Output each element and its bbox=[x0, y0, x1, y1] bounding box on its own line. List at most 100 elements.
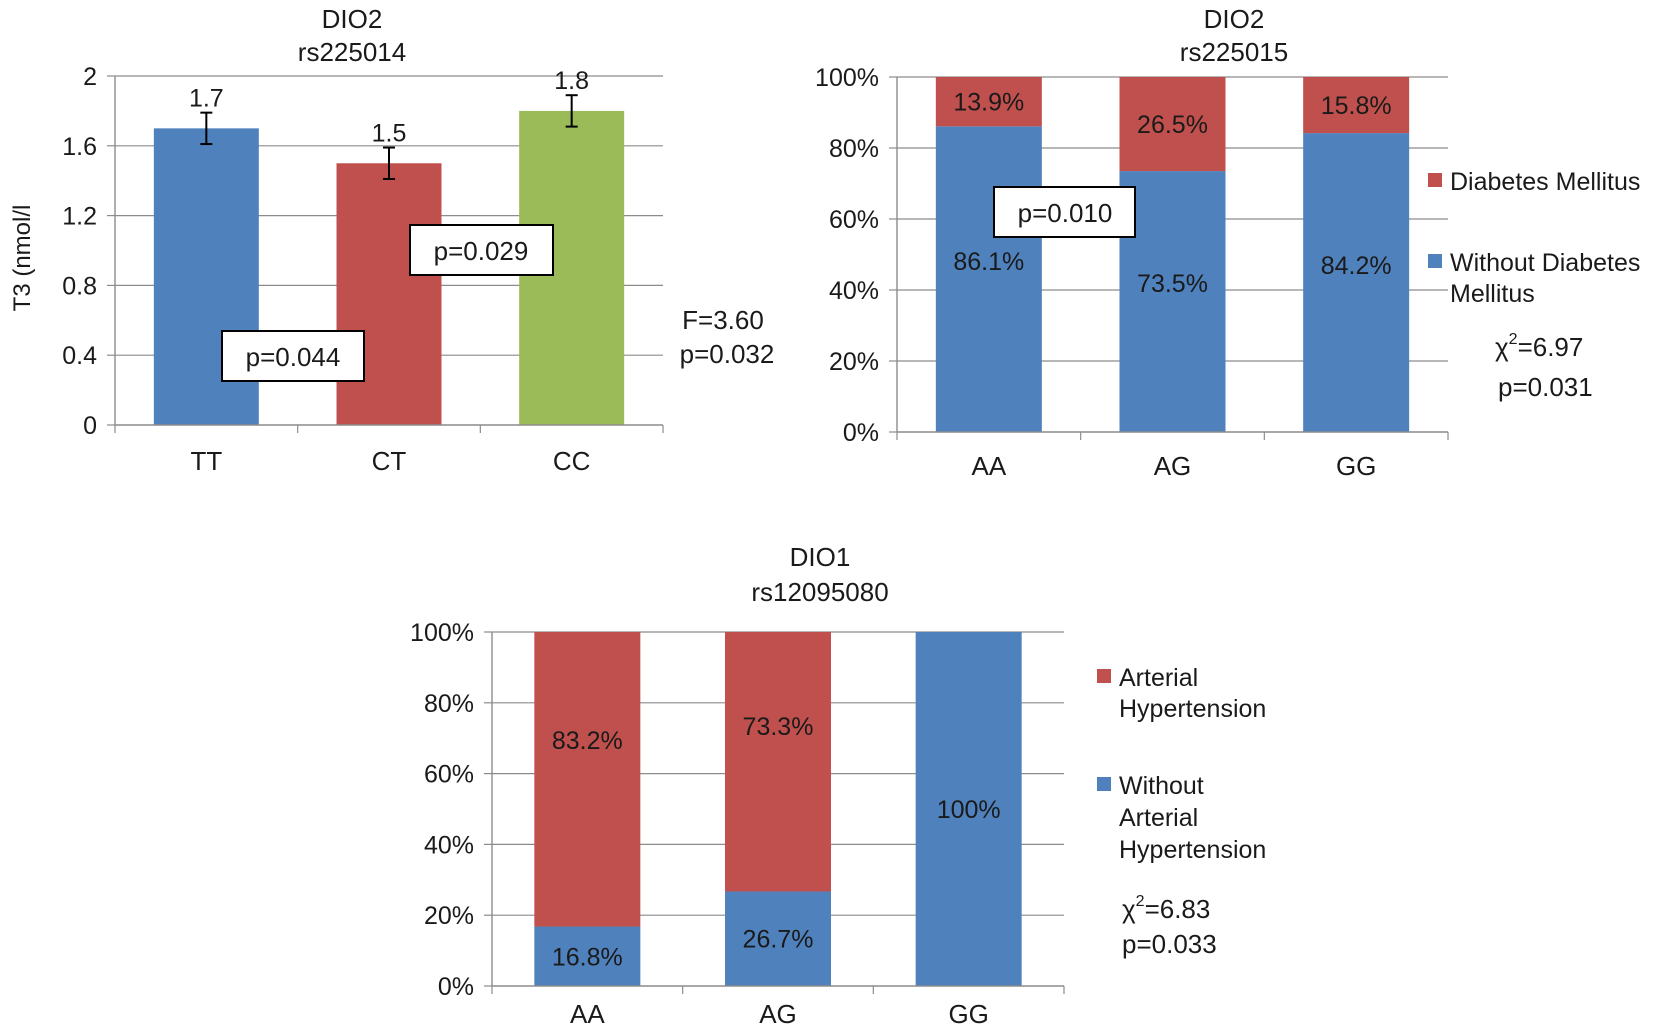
y-tick-label: 20% bbox=[829, 348, 879, 376]
y-tick-label: 100% bbox=[410, 619, 474, 647]
segment-label-aa: 13.9% bbox=[953, 89, 1024, 117]
chart-a-value-labels: 1.7 1.5 1.8 bbox=[189, 67, 589, 147]
chart-c-bars bbox=[534, 632, 1022, 986]
chart-b-axes bbox=[889, 76, 1449, 440]
chart-a-category-labels: TT CT CC bbox=[190, 446, 590, 476]
chart-b-segment-labels: 86.1% 13.9% 73.5% 26.5% 84.2% 15.8% bbox=[953, 89, 1391, 298]
category-label-ag: AG bbox=[1154, 451, 1192, 481]
chart-dio1-rs12095080: DIO1 rs12095080 0% 20% 40% 60% 80% 100% 16.8%… bbox=[410, 542, 1266, 1029]
legend-label-diabetes: Diabetes Mellitus bbox=[1450, 168, 1640, 196]
chart-b-y-tick-labels: 0% 20% 40% 60% 80% 100% bbox=[815, 64, 879, 447]
bar-segment-aa-with bbox=[935, 77, 1042, 127]
y-tick-label: 100% bbox=[815, 64, 879, 92]
segment-label-ag: 26.5% bbox=[1137, 111, 1208, 139]
legend-label-hypertension-line2: Hypertension bbox=[1119, 695, 1266, 723]
category-label-aa: AA bbox=[570, 999, 605, 1029]
bar-segment-gg-without bbox=[915, 632, 1022, 986]
p-value-box-frame bbox=[409, 224, 554, 276]
chart-c-category-labels: AA AG GG bbox=[570, 999, 989, 1029]
bar-segment-gg-without bbox=[1303, 133, 1410, 432]
segment-label-gg: 100% bbox=[937, 796, 1001, 824]
chart-a-subtitle: rs225014 bbox=[298, 37, 406, 67]
y-tick-label: 60% bbox=[424, 761, 474, 789]
category-label-gg: GG bbox=[948, 999, 988, 1029]
p-value-box-frame bbox=[993, 186, 1136, 238]
chart-b-title: DIO2 bbox=[1204, 4, 1265, 34]
legend-swatch-without-hypertension bbox=[1097, 777, 1111, 791]
y-tick-label: 0% bbox=[438, 973, 474, 1001]
anova-p-value: p=0.032 bbox=[680, 339, 775, 369]
value-label-cc: 1.8 bbox=[554, 67, 589, 95]
chart-a-axes bbox=[107, 75, 664, 433]
bar-segment-ag-with bbox=[725, 632, 831, 892]
chi-square-statistic: χ2=6.97 bbox=[1495, 331, 1583, 362]
chi-superscript: 2 bbox=[1509, 331, 1518, 348]
y-tick-label: 40% bbox=[424, 831, 474, 859]
category-label-ag: AG bbox=[759, 999, 797, 1029]
value-label-ct: 1.5 bbox=[372, 120, 407, 148]
segment-label-ag: 73.5% bbox=[1137, 270, 1208, 298]
chart-a-y-tick-labels: 0 0.4 0.8 1.2 1.6 2 bbox=[62, 63, 97, 440]
chart-c-legend: Arterial Hypertension Without Arterial H… bbox=[1097, 664, 1266, 864]
chart-dio2-rs225014: DIO2 rs225014 T3 (nmol/l 00.40.81.21.62 … bbox=[9, 4, 774, 476]
segment-label-aa: 86.1% bbox=[953, 248, 1024, 276]
y-tick-label: 40% bbox=[829, 277, 879, 305]
segment-label-gg: 84.2% bbox=[1321, 252, 1392, 280]
legend-label-without-hypertension-line3: Hypertension bbox=[1119, 836, 1266, 864]
chart-a-bars bbox=[153, 110, 625, 426]
segment-label-gg: 15.8% bbox=[1321, 92, 1392, 120]
chart-a-title: DIO2 bbox=[322, 4, 383, 34]
legend-label-without-diabetes-line2: Mellitus bbox=[1450, 280, 1535, 308]
chi-square-p-value: p=0.031 bbox=[1498, 372, 1593, 402]
chi-value: =6.83 bbox=[1145, 894, 1211, 924]
y-tick-label: 1.2 bbox=[62, 203, 97, 231]
y-tick-label: 80% bbox=[829, 135, 879, 163]
y-tick-label: 0.4 bbox=[62, 342, 97, 370]
bar-segment-gg-with bbox=[1303, 77, 1410, 134]
bar-segment-ag-with bbox=[1119, 77, 1226, 172]
chart-b-subtitle: rs225015 bbox=[1180, 37, 1288, 67]
y-tick-label: 1.6 bbox=[62, 133, 97, 161]
bar-ct bbox=[336, 163, 442, 425]
y-tick-label: 0 bbox=[83, 412, 97, 440]
p-value-tt-ct: p=0.044 bbox=[246, 342, 341, 372]
segment-label-aa: 16.8% bbox=[552, 943, 623, 971]
value-label-tt: 1.7 bbox=[189, 85, 224, 113]
chi-superscript: 2 bbox=[1136, 893, 1145, 910]
bar-segment-aa-without bbox=[935, 126, 1042, 432]
p-value-box-frame bbox=[221, 330, 365, 382]
p-value-aa-ag: p=0.010 bbox=[1018, 198, 1113, 228]
chart-c-axes bbox=[484, 631, 1065, 994]
legend-label-hypertension-line1: Arterial bbox=[1119, 664, 1198, 692]
chart-c-subtitle: rs12095080 bbox=[751, 577, 888, 607]
segment-label-ag: 26.7% bbox=[743, 926, 814, 954]
legend-label-without-diabetes-line1: Without Diabetes bbox=[1450, 249, 1640, 277]
category-label-aa: AA bbox=[971, 451, 1006, 481]
bar-segment-ag-without bbox=[725, 891, 831, 986]
chart-b-category-labels: AA AG GG bbox=[971, 451, 1376, 481]
legend-swatch-without-diabetes bbox=[1428, 254, 1442, 268]
bar-segment-aa-without bbox=[534, 926, 641, 986]
chi-symbol: χ bbox=[1495, 332, 1509, 362]
chi-square-statistic: χ2=6.83 bbox=[1122, 893, 1210, 924]
chi-value: =6.97 bbox=[1518, 332, 1584, 362]
category-label-tt: TT bbox=[190, 446, 222, 476]
legend-swatch-diabetes bbox=[1428, 173, 1442, 187]
legend-label-without-hypertension-line1: Without bbox=[1119, 772, 1204, 800]
bar-segment-aa-with bbox=[534, 632, 641, 927]
y-tick-label: 0% bbox=[843, 419, 879, 447]
chart-a-y-axis-label: T3 (nmol/l bbox=[9, 205, 36, 312]
f-statistic: F=3.60 bbox=[682, 305, 764, 335]
chart-b-legend: Diabetes Mellitus Without Diabetes Melli… bbox=[1428, 168, 1640, 308]
p-value-box-tt-ct: p=0.044 bbox=[221, 330, 365, 382]
category-label-gg: GG bbox=[1336, 451, 1376, 481]
legend-label-without-hypertension-line2: Arterial bbox=[1119, 804, 1198, 832]
legend-swatch-hypertension bbox=[1097, 669, 1111, 683]
p-value-box-dio2-rs225015: p=0.010 bbox=[993, 186, 1136, 238]
chart-c-segment-labels: 16.8% 83.2% 26.7% 73.3% 100% bbox=[552, 713, 1001, 971]
bar-segment-ag-without bbox=[1119, 171, 1226, 432]
segment-label-ag: 73.3% bbox=[743, 713, 814, 741]
category-label-cc: CC bbox=[553, 446, 591, 476]
y-tick-label: 80% bbox=[424, 690, 474, 718]
